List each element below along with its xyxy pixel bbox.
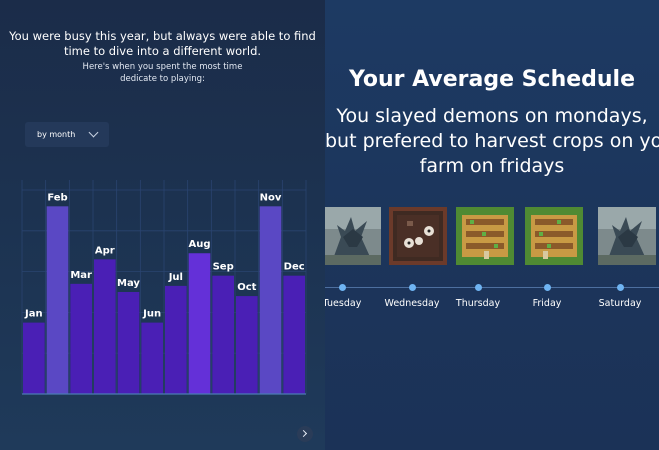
dropdown-label: by month	[37, 130, 76, 139]
schedule-title: Your Average Schedule	[348, 67, 636, 92]
chart-bar-oct[interactable]	[236, 296, 258, 394]
bar-label-oct: Oct	[237, 282, 256, 293]
day-label: Saturday	[598, 298, 642, 309]
chevron-right-icon	[299, 429, 308, 438]
chart-bars	[23, 206, 305, 394]
bar-label-jan: Jan	[24, 309, 43, 320]
chart-bar-feb[interactable]	[46, 206, 69, 394]
period-dropdown[interactable]: by month	[25, 122, 109, 147]
day-label: Tuesday	[325, 298, 362, 309]
schedule-subtitle: You slayed demons on mondays,	[336, 105, 648, 127]
bar-label-jun: Jun	[142, 309, 161, 320]
chart-bar-sep[interactable]	[212, 275, 234, 394]
intro-caption: dedicate to playing:	[120, 74, 205, 84]
intro-text: You were busy this year, but always were…	[9, 29, 316, 43]
bar-label-mar: Mar	[70, 270, 92, 281]
bar-label-sep: Sep	[213, 262, 234, 273]
farm-game-icon	[456, 207, 514, 265]
timeline-dot	[544, 284, 551, 291]
chart-bar-mar[interactable]	[70, 283, 92, 394]
bar-label-feb: Feb	[47, 192, 67, 203]
dragon-game-icon	[325, 207, 381, 265]
schedule-subtitle: but prefered to harvest crops on your	[325, 130, 659, 152]
bar-label-nov: Nov	[260, 192, 282, 203]
dungeon-game-icon	[389, 207, 447, 265]
chart-bar-may[interactable]	[117, 292, 140, 394]
chart-bar-dec[interactable]	[283, 275, 305, 394]
timeline-dot	[339, 284, 346, 291]
bar-label-dec: Dec	[284, 262, 305, 273]
chart-bar-jul[interactable]	[165, 285, 187, 394]
chart-bar-nov[interactable]	[259, 206, 282, 394]
schedule-timeline	[325, 287, 659, 288]
chart-bar-jun[interactable]	[141, 322, 163, 394]
chart-bar-aug[interactable]	[188, 253, 211, 394]
bar-label-apr: Apr	[95, 245, 115, 256]
chart-bar-apr[interactable]	[94, 259, 116, 394]
timeline-dot	[475, 284, 482, 291]
timeline-dot	[409, 284, 416, 291]
intro-caption: Here's when you spent the most time	[82, 62, 243, 72]
day-label: Friday	[532, 298, 562, 309]
schedule-subtitle: farm on fridays	[419, 155, 565, 177]
intro-text: time to dive into a different world.	[63, 44, 262, 58]
bar-label-aug: Aug	[188, 239, 210, 250]
dragon-game-icon	[598, 207, 656, 265]
chevron-down-icon	[88, 127, 99, 138]
bar-label-jul: Jul	[168, 272, 183, 283]
timeline-dot	[617, 284, 624, 291]
average-schedule-panel: Your Average Schedule You slayed demons …	[325, 0, 659, 450]
day-label: Thursday	[455, 298, 501, 309]
bar-label-may: May	[117, 278, 140, 289]
chart-bar-jan[interactable]	[23, 322, 45, 394]
monthly-playtime-panel: You were busy this year, but always were…	[0, 0, 325, 450]
next-button[interactable]	[297, 426, 313, 442]
day-label: Wednesday	[384, 298, 440, 309]
farm-game-icon	[525, 207, 583, 265]
